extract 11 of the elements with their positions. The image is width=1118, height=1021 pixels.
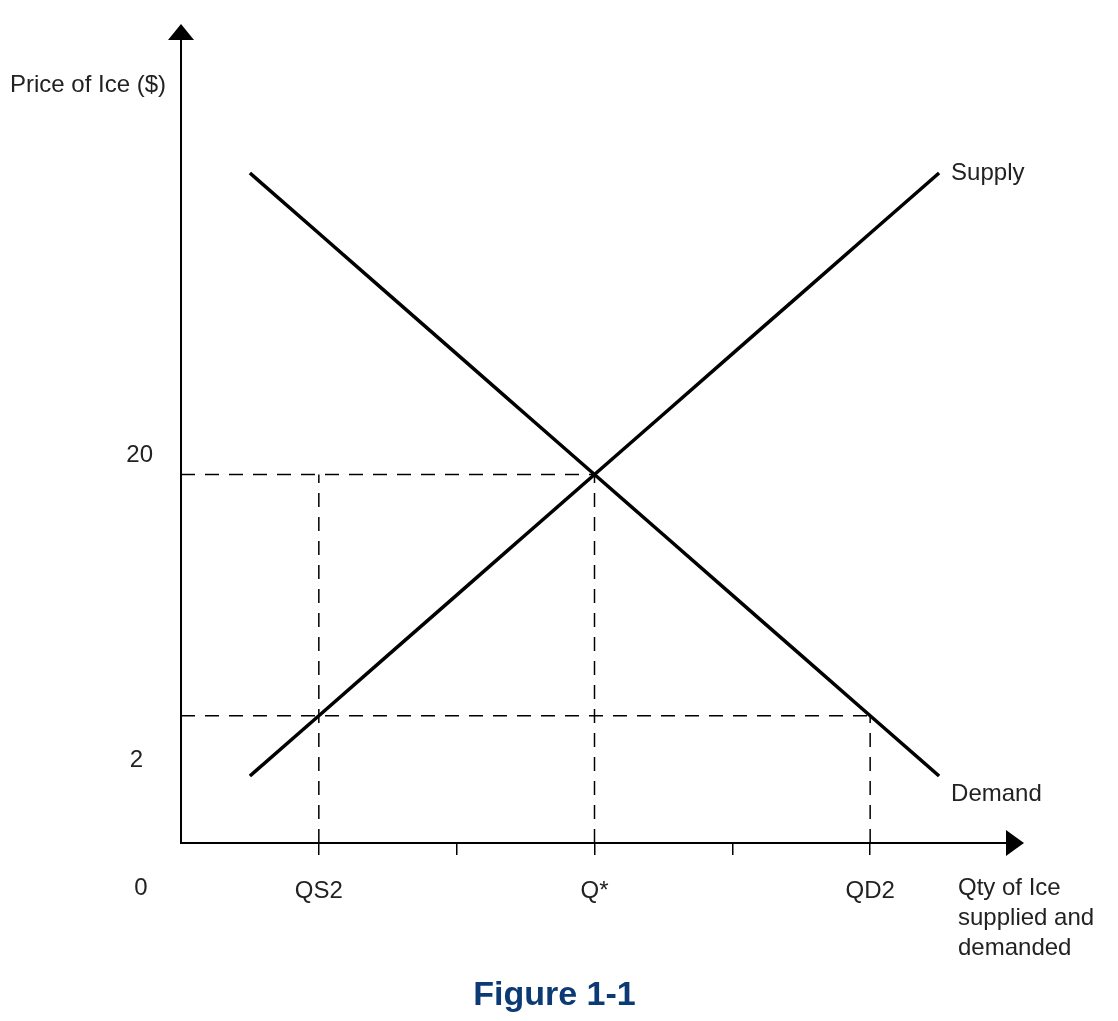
x-tick-label: Q*: [580, 876, 609, 904]
x-axis-title: Qty of Ice supplied and demanded: [958, 872, 1095, 960]
text: 0: [134, 872, 148, 900]
text: 20: [126, 439, 153, 467]
series-label: Demand: [951, 778, 1042, 806]
text: 2: [129, 744, 143, 772]
caption: Figure 1-1: [473, 974, 636, 1013]
y-axis-title: Price of Ice ($): [10, 69, 167, 97]
x-tick-label: QS2: [294, 876, 343, 904]
x-tick-label: QD2: [845, 876, 895, 904]
series-label: Supply: [951, 157, 1025, 185]
